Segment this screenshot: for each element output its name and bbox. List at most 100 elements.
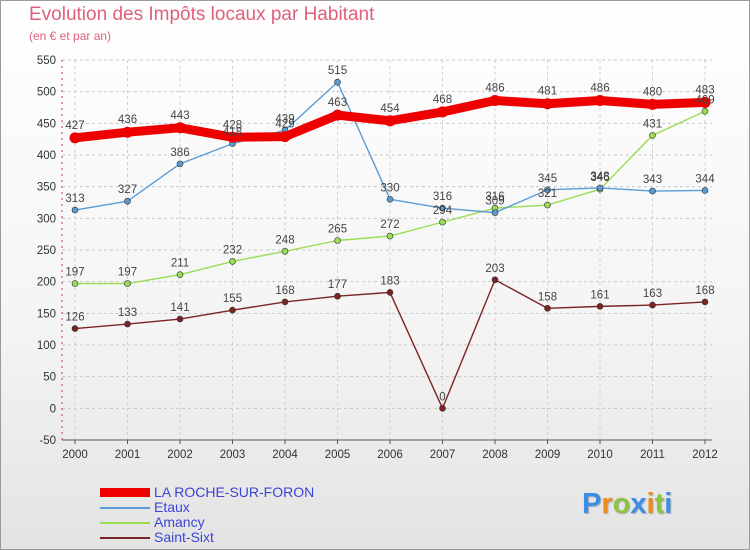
data-label-saint-sixt: 203 bbox=[485, 263, 504, 275]
data-label-la-roche: 454 bbox=[380, 103, 400, 115]
legend-swatch-etaux bbox=[100, 507, 150, 509]
y-tick-label: 150 bbox=[37, 308, 56, 320]
data-point-saint-sixt bbox=[386, 289, 394, 296]
data-point-saint-sixt bbox=[649, 301, 656, 309]
data-label-la-roche: 481 bbox=[538, 86, 557, 98]
data-point-saint-sixt bbox=[71, 325, 79, 332]
y-tick-label: 550 bbox=[37, 55, 56, 67]
x-tick-label: 2011 bbox=[640, 449, 665, 461]
data-label-amancy: 265 bbox=[328, 224, 347, 236]
legend-swatch-amancy bbox=[100, 522, 150, 524]
logo-letter: P bbox=[582, 488, 602, 520]
data-label-amancy: 211 bbox=[171, 258, 189, 270]
data-label-saint-sixt: 141 bbox=[170, 302, 189, 314]
data-point-amancy bbox=[386, 232, 394, 240]
data-label-la-roche: 429 bbox=[275, 119, 294, 131]
data-point-amancy bbox=[649, 132, 656, 139]
data-label-la-roche: 480 bbox=[643, 86, 662, 98]
data-point-etaux bbox=[544, 186, 551, 194]
data-label-etaux: 418 bbox=[223, 127, 242, 139]
legend-label-la-roche: LA ROCHE-SUR-FORON bbox=[154, 484, 315, 500]
data-point-etaux bbox=[334, 78, 341, 86]
data-point-saint-sixt bbox=[334, 292, 341, 300]
logo-letter: o bbox=[612, 488, 631, 520]
data-label-amancy: 232 bbox=[223, 244, 242, 256]
x-tick-label: 2003 bbox=[220, 449, 246, 461]
data-point-etaux bbox=[71, 206, 79, 214]
data-label-amancy: 321 bbox=[538, 188, 557, 200]
x-tick-label: 2002 bbox=[167, 449, 193, 461]
data-point-etaux bbox=[386, 196, 394, 203]
data-point-saint-sixt bbox=[701, 298, 709, 306]
data-point-amancy bbox=[334, 237, 341, 244]
x-tick-label: 2007 bbox=[430, 449, 456, 461]
y-tick-label: 100 bbox=[37, 340, 56, 352]
data-point-saint-sixt bbox=[281, 298, 289, 306]
data-point-saint-sixt bbox=[596, 303, 604, 310]
data-point-amancy bbox=[124, 280, 131, 287]
x-tick-label: 2000 bbox=[62, 449, 88, 461]
data-label-la-roche: 486 bbox=[485, 83, 504, 95]
legend-label-saint-sixt: Saint-Sixt bbox=[154, 529, 214, 545]
data-point-amancy bbox=[281, 247, 289, 255]
data-point-etaux bbox=[596, 184, 604, 192]
logo-letter: t bbox=[654, 488, 665, 520]
data-label-etaux: 330 bbox=[380, 182, 399, 194]
data-point-amancy bbox=[176, 271, 184, 279]
data-point-etaux bbox=[124, 197, 131, 205]
data-label-etaux: 313 bbox=[65, 193, 84, 205]
x-tick-label: 2001 bbox=[115, 449, 141, 461]
data-label-etaux: 343 bbox=[643, 174, 662, 186]
data-label-la-roche: 443 bbox=[170, 110, 189, 122]
y-tick-label: 450 bbox=[37, 118, 56, 130]
data-label-saint-sixt: 133 bbox=[118, 307, 137, 319]
data-point-la-roche bbox=[174, 122, 186, 134]
data-label-amancy: 346 bbox=[590, 172, 609, 184]
data-label-saint-sixt: 0 bbox=[439, 391, 445, 403]
data-label-la-roche: 436 bbox=[118, 114, 137, 126]
data-label-etaux: 439 bbox=[275, 113, 294, 125]
logo-letter: i bbox=[646, 488, 655, 520]
data-point-saint-sixt bbox=[124, 320, 131, 328]
data-label-la-roche: 427 bbox=[65, 120, 84, 132]
legend-swatch-saint-sixt bbox=[100, 537, 150, 539]
data-point-la-roche bbox=[227, 131, 238, 143]
data-label-amancy: 294 bbox=[433, 205, 453, 217]
y-tick-label: 350 bbox=[37, 182, 56, 194]
y-tick-label: -50 bbox=[39, 435, 56, 447]
data-label-amancy: 248 bbox=[275, 234, 294, 246]
data-point-etaux bbox=[491, 209, 499, 216]
data-point-saint-sixt bbox=[229, 306, 236, 314]
data-point-amancy bbox=[544, 201, 551, 209]
data-label-saint-sixt: 158 bbox=[538, 291, 557, 303]
data-point-la-roche bbox=[489, 95, 501, 107]
data-point-saint-sixt bbox=[491, 276, 499, 284]
logo-letter: i bbox=[664, 488, 673, 520]
data-label-etaux: 327 bbox=[118, 184, 137, 196]
data-label-etaux: 344 bbox=[695, 173, 715, 185]
data-point-la-roche bbox=[69, 132, 81, 144]
legend-label-etaux: Etaux bbox=[154, 499, 190, 515]
y-tick-label: 50 bbox=[43, 372, 56, 384]
data-point-etaux bbox=[176, 160, 184, 168]
x-tick-label: 2010 bbox=[587, 449, 613, 461]
data-label-etaux: 386 bbox=[170, 147, 189, 159]
data-point-amancy bbox=[229, 258, 236, 265]
data-label-amancy: 197 bbox=[118, 267, 137, 279]
legend-swatch-la-roche bbox=[100, 488, 150, 497]
proxiti-logo: Proxiti bbox=[582, 488, 672, 521]
data-label-amancy: 197 bbox=[65, 267, 84, 279]
data-point-amancy bbox=[701, 108, 709, 115]
data-point-la-roche bbox=[594, 95, 606, 107]
logo-letter: x bbox=[630, 488, 647, 520]
data-point-la-roche bbox=[542, 98, 553, 110]
data-point-amancy bbox=[439, 218, 446, 226]
data-label-la-roche: 463 bbox=[328, 97, 347, 109]
x-tick-label: 2004 bbox=[272, 449, 298, 461]
x-tick-label: 2006 bbox=[377, 449, 403, 461]
data-label-amancy: 431 bbox=[643, 118, 662, 130]
data-point-la-roche bbox=[384, 115, 396, 127]
data-label-etaux: 348 bbox=[590, 171, 609, 183]
chart-subtitle: (en € et par an) bbox=[29, 29, 112, 43]
